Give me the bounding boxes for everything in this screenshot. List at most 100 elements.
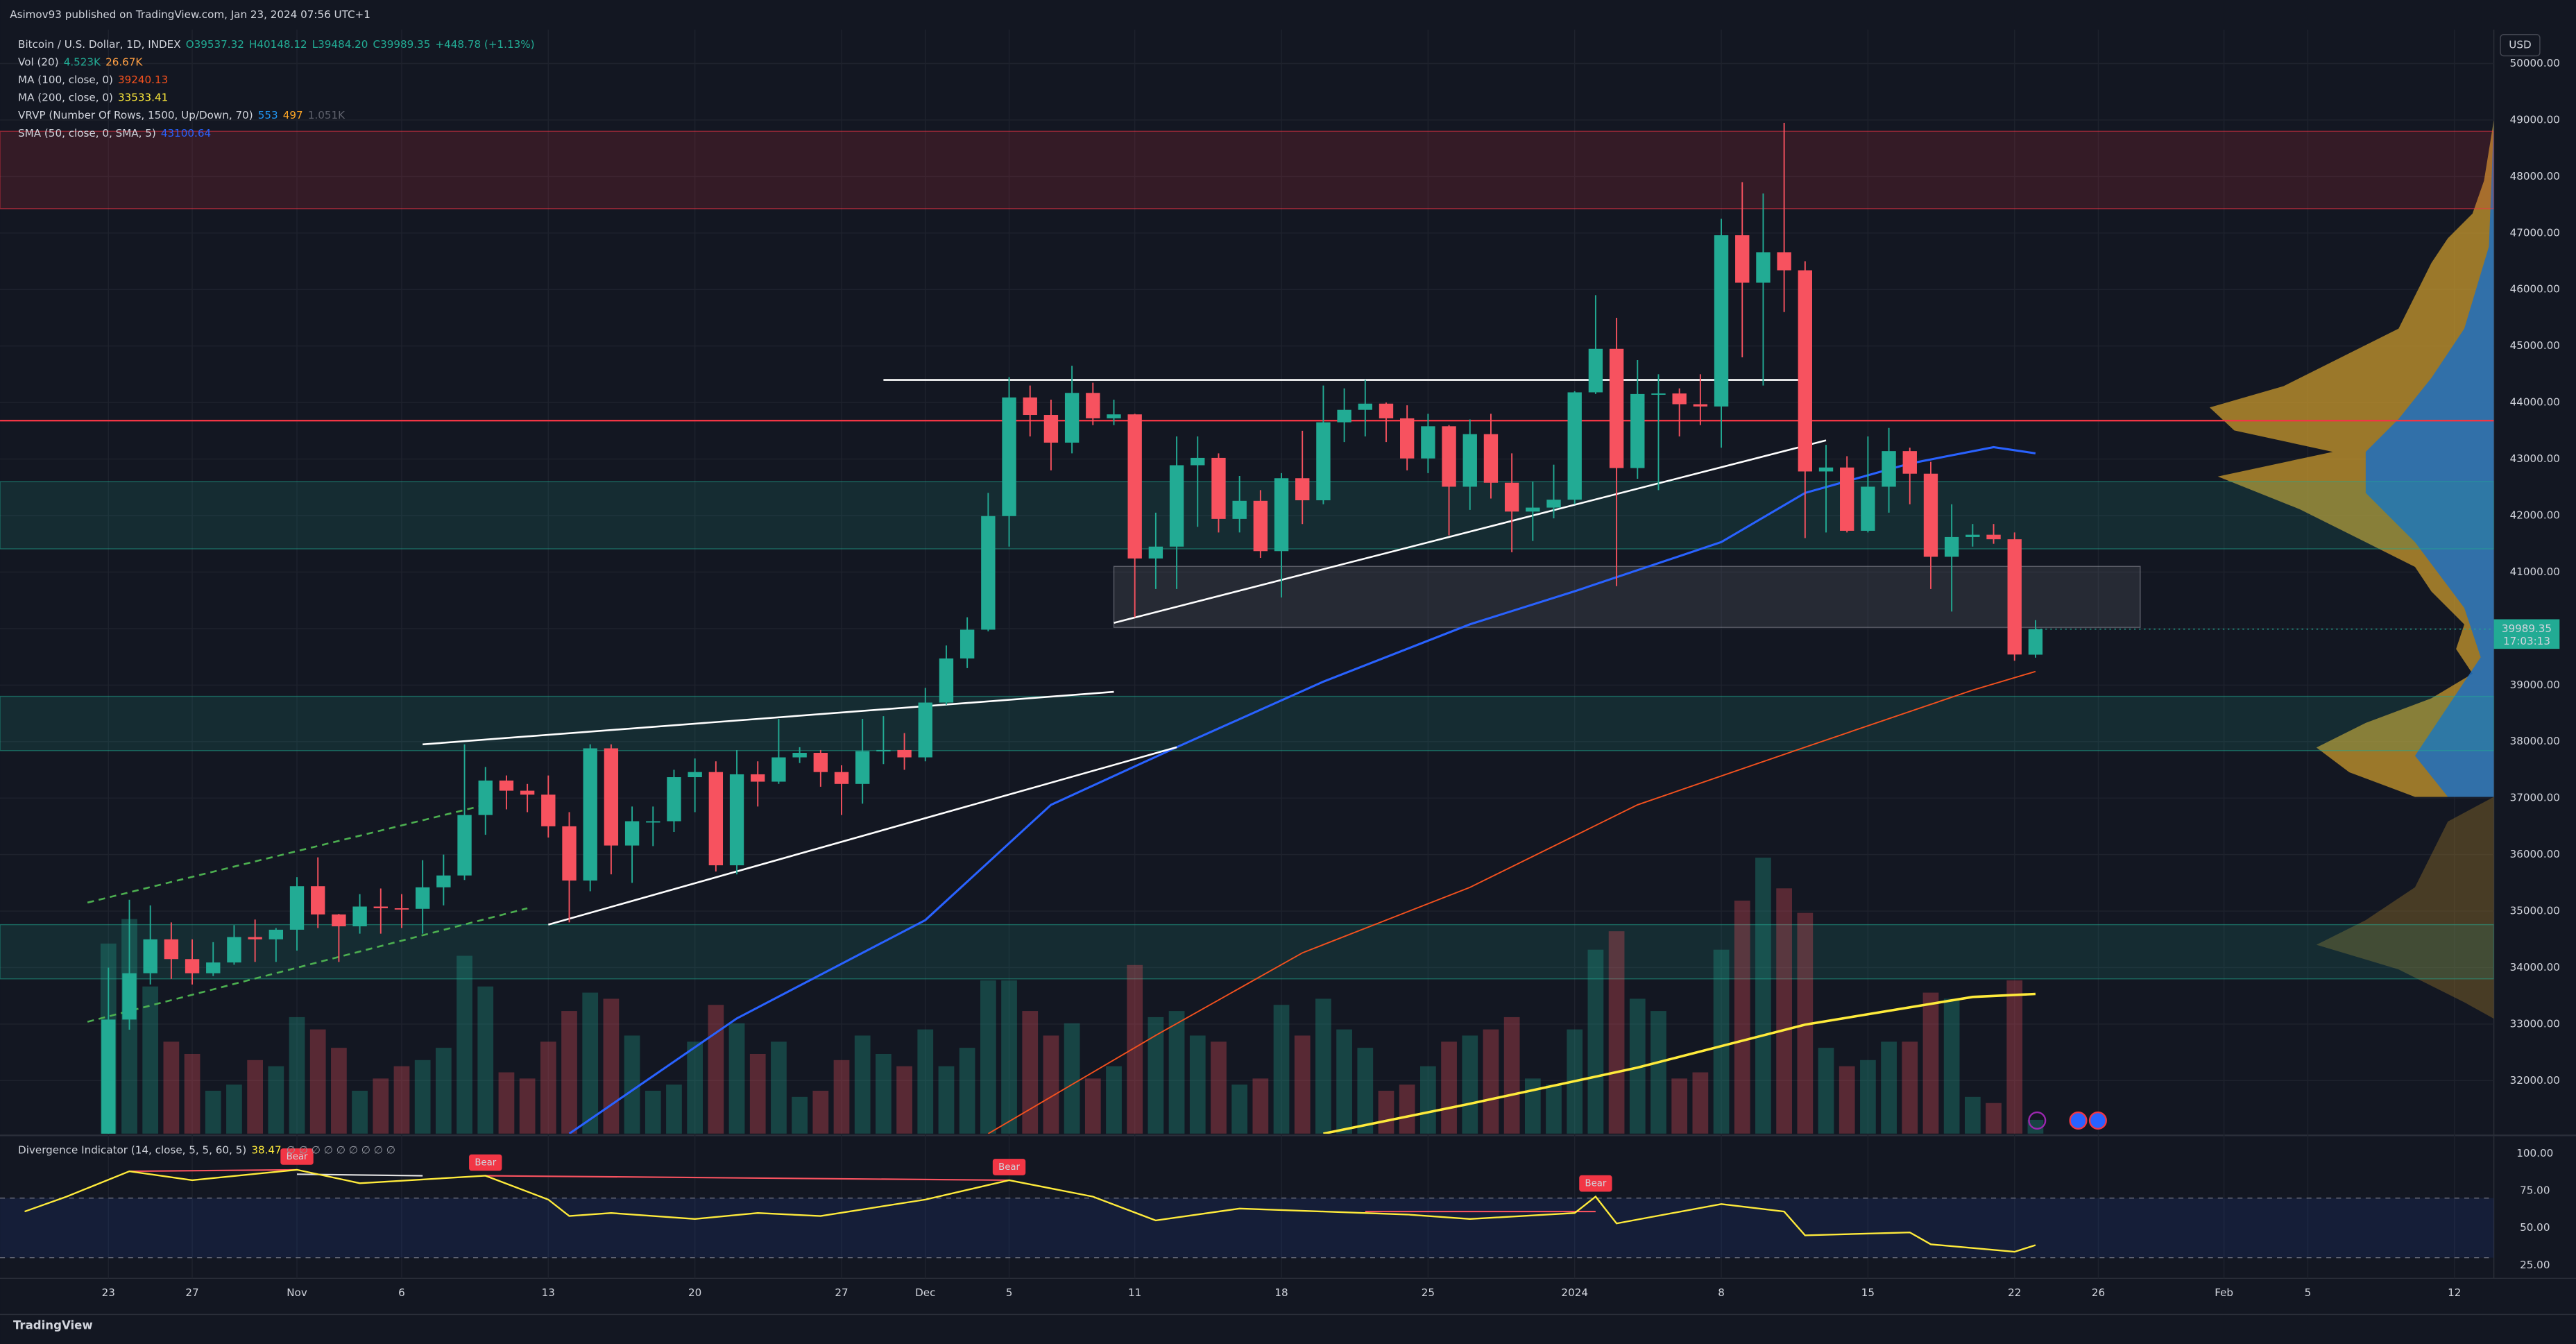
candle-body [394, 908, 409, 910]
indicator-value: 38.47 [251, 1143, 281, 1156]
candle-body [729, 774, 744, 866]
volume-bar [1629, 998, 1646, 1134]
candle-body [959, 629, 975, 659]
candle-body [2028, 629, 2043, 655]
volume-bar [184, 1053, 201, 1134]
y-tick-label: 32000.00 [2510, 1074, 2560, 1087]
volume-bar [1902, 1041, 1918, 1134]
y-tick-label: 38000.00 [2510, 735, 2560, 747]
currency-box[interactable] [2500, 34, 2541, 57]
legend-item: Vol (20) [18, 56, 59, 68]
volume-bar [1273, 1005, 1290, 1134]
candle-body [1840, 467, 1854, 531]
y-tick-label: 42000.00 [2510, 509, 2560, 521]
candle-body [1086, 393, 1100, 418]
y-tick-label: 35000.00 [2510, 905, 2560, 917]
zone [0, 130, 2494, 210]
candle-body [1064, 393, 1080, 443]
zone [0, 924, 2494, 980]
currency[interactable]: USD [2509, 39, 2531, 51]
candle-body [604, 748, 619, 846]
legend-item: O39537.32 [186, 37, 244, 50]
volume-bar [1818, 1048, 1834, 1134]
legend-item: H40148.12 [249, 37, 307, 50]
volume-bar [959, 1048, 975, 1134]
event-icon[interactable] [2028, 1111, 2047, 1130]
volume-bar [477, 986, 494, 1134]
x-tick-label: Feb [2215, 1286, 2233, 1299]
candle-body [876, 749, 891, 751]
candle-body [541, 794, 556, 826]
candle-body [1023, 397, 1037, 416]
volume-bar [393, 1066, 410, 1134]
candle-body [1002, 397, 1016, 516]
volume-bar [917, 1029, 934, 1134]
volume-bar [938, 1066, 955, 1134]
y-tick-label: 41000.00 [2510, 565, 2560, 578]
y-tick-label: 43000.00 [2510, 452, 2560, 465]
legend-item: 43100.64 [161, 126, 211, 139]
candle-body [185, 959, 200, 973]
divergence-line [485, 1175, 1009, 1182]
candle-body [164, 939, 179, 960]
main-pane [0, 122, 2494, 1134]
candle-body [457, 815, 472, 876]
candle-body [1735, 235, 1750, 283]
volume-bar [373, 1078, 389, 1134]
legend-row: MA (200, close, 0) 33533.41 [18, 91, 168, 103]
x-tick-label: 8 [1718, 1286, 1725, 1299]
y-tick-label: 34000.00 [2510, 961, 2560, 973]
candle-body [1316, 422, 1331, 500]
candle-body [1148, 546, 1163, 559]
candle-body [1567, 392, 1582, 500]
volume-bar [414, 1060, 431, 1134]
legend-item: C39989.35 [373, 37, 431, 50]
volume-bar [1231, 1084, 1248, 1134]
candle-body [792, 753, 807, 758]
event-icon[interactable] [2069, 1111, 2088, 1130]
y-tick-label: 46000.00 [2510, 283, 2560, 296]
candle-body [478, 780, 493, 815]
candle-body [1526, 507, 1540, 512]
candle-body [415, 887, 430, 909]
volume-bar [1797, 912, 1814, 1134]
volume-bar [435, 1048, 452, 1134]
volume-bar [1922, 992, 1939, 1134]
signal-label: Bear [475, 1158, 496, 1168]
event-icon[interactable] [2088, 1111, 2107, 1130]
candle-body [1483, 434, 1499, 483]
indicator-line [24, 1168, 2036, 1253]
candle-body [1399, 418, 1415, 459]
zone [0, 481, 2494, 550]
volume-bar [2027, 1119, 2044, 1134]
candle-body [373, 906, 388, 908]
candle-body [2007, 539, 2022, 655]
indicator-tick-label: 25.00 [2520, 1259, 2550, 1271]
legend-row: VRVP (Number Of Rows, 1500, Up/Down, 70)… [18, 109, 346, 121]
candle-body [227, 937, 241, 963]
candle-body [1923, 473, 1938, 557]
x-tick-label: Dec [915, 1286, 935, 1299]
volume-bar [728, 1023, 745, 1134]
volume-bar [1127, 964, 1143, 1134]
volume-bar [1211, 1041, 1227, 1134]
last-price: 39989.35 [2502, 622, 2552, 635]
legend-item: 553 [258, 109, 278, 121]
volume-bar [352, 1091, 368, 1134]
volume-bar [1546, 1084, 1562, 1134]
candle-body [1421, 426, 1435, 459]
candle-body [1504, 482, 1519, 512]
candle-body [1127, 414, 1142, 559]
trend-line [423, 690, 1114, 746]
volume-bar [666, 1084, 682, 1134]
candle-body [1379, 403, 1394, 418]
legend-item: L39484.20 [312, 37, 368, 50]
candle-body [1107, 414, 1121, 418]
legend-item: 497 [283, 109, 303, 121]
candle-body [751, 774, 765, 782]
volume-bar [1001, 980, 1017, 1134]
candle-body [981, 516, 996, 630]
x-tick-label: 11 [1128, 1286, 1141, 1299]
